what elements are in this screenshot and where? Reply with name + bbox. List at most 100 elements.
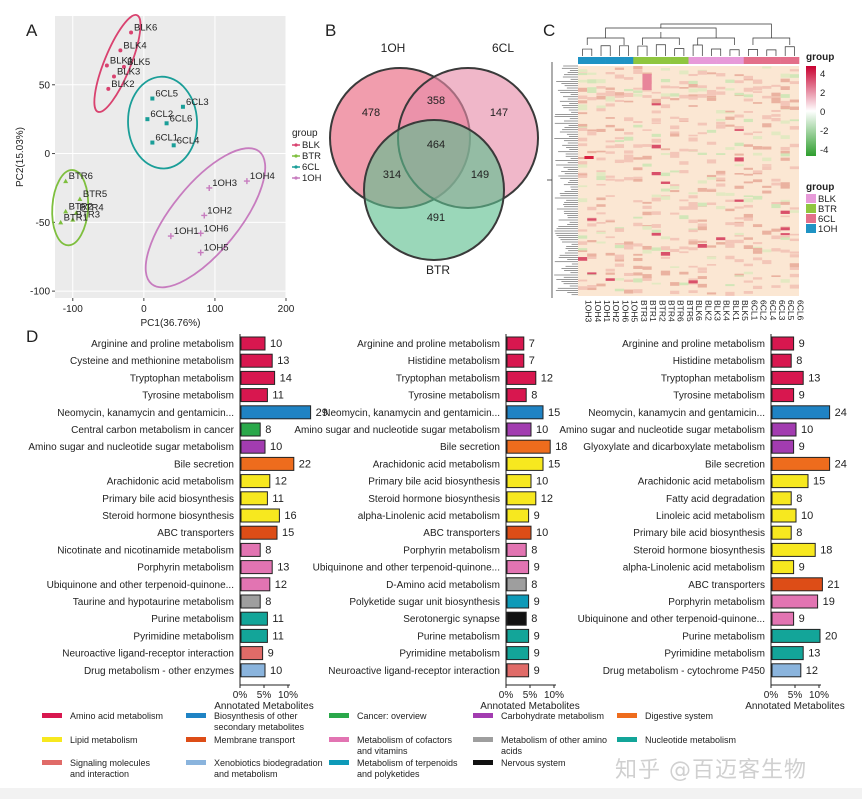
heatmap-cell [771, 275, 781, 277]
column-label: 6CL2 [759, 300, 769, 321]
heatmap-cell [660, 196, 671, 200]
venn-panel: B 1OH 6CL BTR 478 147 491 358 314 149 464 [325, 21, 539, 277]
annotation-cell [780, 57, 791, 64]
heatmap-cell [670, 186, 680, 190]
heatmap-cell [743, 87, 753, 91]
heatmap-cell [780, 201, 790, 205]
heatmap-cell [587, 286, 597, 291]
x-tick-label: 0 [141, 304, 147, 315]
heatmap-cell [596, 92, 606, 96]
heatmap-cell [605, 72, 615, 75]
heatmap-cell [688, 83, 698, 88]
column-label: 6CL4 [768, 300, 778, 321]
heatmap-cell [670, 290, 680, 295]
column-label: BLK4 [722, 300, 732, 321]
column-branch [637, 45, 648, 56]
heatmap-cell [716, 192, 726, 196]
bar-label: Drug metabolism - other enzymes [84, 666, 234, 677]
legend-swatch [473, 737, 493, 742]
panel-label-a: A [26, 21, 38, 40]
bar-label: Arachidonic acid metabolism [107, 477, 234, 488]
heatmap-cell [642, 95, 652, 98]
heatmap-cell [789, 99, 799, 103]
point-BLK5 [121, 64, 126, 69]
heatmap-cell [578, 279, 588, 282]
point-BTR6 [63, 178, 69, 184]
heatmap-cell [614, 228, 625, 232]
heatmap-cell [651, 197, 661, 202]
heatmap-cell [780, 73, 790, 78]
heatmap-cell [578, 229, 588, 232]
bar-label: Neuroactive ligand-receptor interaction [62, 649, 234, 660]
bar-value-label: 8 [796, 355, 802, 367]
heatmap-cell [743, 94, 753, 98]
heatmap-cell [762, 190, 772, 194]
bar-label: Tyrosine metabolism [142, 391, 234, 402]
legend-dot-BLK [294, 143, 298, 147]
bar [771, 388, 795, 403]
heatmap-cell [614, 278, 625, 281]
heatmap-cell [651, 282, 661, 285]
heatmap-cell [596, 128, 606, 132]
legend-dot-1OH [294, 176, 298, 180]
heatmap-cell [688, 278, 698, 283]
heatmap-cell [670, 125, 680, 130]
heatmap-cell [605, 96, 615, 100]
heatmap-cell [697, 132, 707, 135]
heatmap-cell [752, 224, 763, 228]
heatmap-cell [578, 104, 588, 108]
x-tick-label: 5% [523, 690, 538, 701]
bar-label: Fatty acid degradation [666, 494, 765, 505]
heatmap-cell [578, 127, 588, 131]
heatmap-cell [734, 239, 744, 244]
legend-swatch [617, 713, 637, 718]
heatmap-cell [614, 137, 625, 140]
heatmap-cell [578, 249, 588, 252]
bar-label: Primary bile acid biosynthesis [633, 528, 765, 539]
heatmap-cell [725, 291, 735, 296]
legend-label: acids [501, 746, 523, 756]
heatmap-cell [716, 170, 726, 174]
heatmap-cell [697, 70, 707, 75]
point-label: BLK3 [117, 67, 140, 78]
heatmap-cell [743, 167, 753, 170]
venn-count-only_1OH: 478 [362, 107, 380, 119]
heatmap-cell [596, 105, 606, 109]
legend-swatch [42, 760, 62, 765]
heatmap-cell [789, 210, 799, 213]
heatmap-cell [670, 248, 680, 253]
heatmap-cell [587, 97, 597, 101]
heatmap-cell [651, 122, 661, 125]
heatmap-cell [578, 87, 588, 92]
column-label: 6CL6 [795, 300, 805, 321]
bar-label: Tryptophan metabolism [130, 373, 234, 384]
bar-label: Amino sugar and nucleotide sugar metabol… [294, 425, 500, 436]
heatmap-cell [706, 202, 717, 206]
annotation-cell [624, 57, 634, 64]
bar [240, 336, 266, 351]
legend-swatch [473, 713, 493, 718]
heatmap-cell [614, 144, 625, 148]
heatmap-cell [624, 158, 634, 163]
bar-value-label: 9 [534, 648, 540, 660]
scale-title: group [806, 52, 834, 63]
heatmap-cell [587, 89, 597, 94]
heatmap-cell [679, 251, 689, 254]
heatmap-cell [578, 107, 588, 111]
bar-label: D-Amino acid metabolism [386, 580, 500, 591]
bar-value-label: 18 [555, 441, 567, 453]
bar-value-label: 10 [536, 527, 548, 539]
point-label: BTR5 [83, 189, 107, 200]
heatmap-cell [688, 290, 698, 294]
heatmap-cell [633, 200, 643, 203]
heatmap-cell [725, 124, 735, 127]
heatmap-cell [679, 81, 689, 85]
point-6CL4 [171, 143, 176, 148]
heatmap-cell [605, 195, 615, 197]
column-label: 1OH2 [611, 300, 621, 322]
heatmap-cell [642, 201, 652, 204]
bar [506, 439, 551, 454]
point-BTR2 [63, 208, 69, 214]
heatmap-cell [716, 121, 726, 125]
bar [771, 594, 819, 609]
